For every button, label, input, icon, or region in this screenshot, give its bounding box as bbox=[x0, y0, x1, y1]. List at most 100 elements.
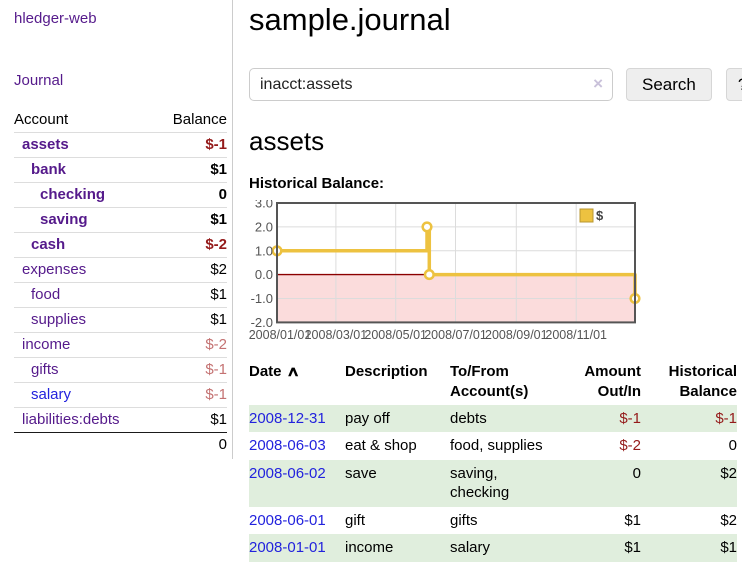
svg-text:2008/01/01: 2008/01/01 bbox=[249, 328, 311, 342]
account-heading: assets bbox=[249, 126, 325, 156]
balance-column-header: Balance bbox=[172, 111, 227, 128]
search-input[interactable] bbox=[249, 68, 613, 101]
transaction-amount: 0 bbox=[577, 459, 641, 507]
transaction-date-link[interactable]: 2008-06-01 bbox=[249, 511, 326, 529]
data-point-marker[interactable] bbox=[421, 221, 433, 233]
transaction-description: save bbox=[345, 459, 450, 507]
account-row-checking: checking 0 bbox=[14, 182, 227, 208]
account-balance: $1 bbox=[154, 407, 227, 433]
svg-text:-1.0: -1.0 bbox=[251, 291, 273, 306]
account-link-salary[interactable]: salary bbox=[31, 386, 72, 403]
account-balance: $-1 bbox=[154, 382, 227, 408]
account-link-saving[interactable]: saving bbox=[40, 211, 88, 228]
accounts-table: Account Balance assets $-1 bank $1 check… bbox=[14, 108, 227, 457]
transaction-date-link[interactable]: 2008-01-01 bbox=[249, 539, 326, 557]
account-balance: $1 bbox=[154, 307, 227, 333]
chart-title: Historical Balance: bbox=[249, 175, 385, 192]
account-link-checking[interactable]: checking bbox=[40, 186, 106, 203]
balance-column-header: Historical Balance bbox=[668, 363, 737, 400]
main-content: sample.journal × Search ? assets Histori… bbox=[233, 0, 742, 562]
sort-ascending-icon: ∧ bbox=[285, 363, 300, 379]
sidebar: hledger-web Journal Account Balance asse… bbox=[0, 0, 233, 459]
transaction-amount: $-2 bbox=[619, 437, 641, 455]
search-button[interactable]: Search bbox=[626, 68, 712, 101]
register-row: 2008-06-01 gift gifts $1 $2 bbox=[249, 507, 737, 535]
legend-swatch bbox=[579, 208, 594, 223]
account-balance: $1 bbox=[154, 157, 227, 183]
description-column-header: Description bbox=[345, 363, 428, 380]
transaction-balance: $1 bbox=[641, 534, 737, 562]
transaction-amount: $-1 bbox=[577, 404, 641, 433]
account-row-gifts: gifts $-1 bbox=[14, 357, 227, 383]
account-row-supplies: supplies $1 bbox=[14, 307, 227, 333]
transaction-amount: $1 bbox=[624, 511, 641, 529]
search-input-wrap: × bbox=[249, 68, 613, 101]
accounts-header-row: Account Balance bbox=[14, 108, 227, 133]
account-balance: $-2 bbox=[154, 332, 227, 358]
transaction-description: income bbox=[345, 534, 450, 562]
chart-border bbox=[276, 202, 636, 324]
account-row-saving: saving $1 bbox=[14, 207, 227, 233]
account-column-header: Account bbox=[14, 111, 69, 128]
transaction-date-link[interactable]: 2008-06-03 bbox=[249, 437, 326, 455]
account-link-cash[interactable]: cash bbox=[31, 236, 66, 253]
svg-text:1.0: 1.0 bbox=[255, 243, 273, 258]
account-balance: $-1 bbox=[154, 357, 227, 383]
account-link-expenses[interactable]: expenses bbox=[22, 261, 87, 278]
register-row: 2008-06-03 eat & shop food, supplies $-2… bbox=[249, 432, 737, 460]
tofrom-column-header: To/From Account(s) bbox=[450, 363, 529, 400]
transaction-balance: $-1 bbox=[641, 404, 737, 433]
transaction-accounts: gifts bbox=[450, 511, 478, 529]
svg-text:2008/05/01: 2008/05/01 bbox=[364, 328, 427, 342]
svg-text:2008/03/01: 2008/03/01 bbox=[305, 328, 368, 342]
register-header-row: Date ∧ Description To/From Account(s) Amou… bbox=[249, 360, 737, 405]
svg-text:2008/11/01: 2008/11/01 bbox=[545, 328, 607, 342]
account-balance: $-2 bbox=[154, 232, 227, 258]
register-row: 2008-01-01 income salary $1 $1 bbox=[249, 534, 737, 562]
chart-legend: $ bbox=[579, 208, 604, 223]
account-link-bank[interactable]: bank bbox=[31, 161, 67, 178]
account-link-assets[interactable]: assets bbox=[22, 136, 69, 153]
search-form: × Search ? bbox=[249, 68, 742, 101]
account-balance: $1 bbox=[154, 207, 227, 233]
transaction-accounts: saving, checking bbox=[450, 459, 577, 507]
svg-text:2008/07/01: 2008/07/01 bbox=[424, 328, 487, 342]
account-row-food: food $1 bbox=[14, 282, 227, 308]
chart-svg: $ 3.0 2.0 1.0 0.0 -1.0 -2.0 2008/01/01 2… bbox=[249, 200, 641, 342]
transaction-accounts: salary bbox=[450, 534, 577, 562]
transaction-date-link[interactable]: 2008-06-02 bbox=[249, 464, 326, 482]
brand-link[interactable]: hledger-web bbox=[14, 10, 97, 27]
svg-text:3.0: 3.0 bbox=[255, 200, 273, 211]
accounts-total-balance: 0 bbox=[154, 432, 227, 457]
svg-text:-2.0: -2.0 bbox=[251, 315, 273, 330]
account-link-gifts[interactable]: gifts bbox=[31, 361, 59, 378]
account-row-expenses: expenses $2 bbox=[14, 257, 227, 283]
register-row: 2008-06-02 save saving, checking 0 $2 bbox=[249, 459, 737, 507]
date-column-header[interactable]: Date ∧ bbox=[249, 363, 300, 380]
data-point-marker[interactable] bbox=[423, 269, 435, 281]
account-link-liabilities-debts[interactable]: liabilities:debts bbox=[22, 411, 120, 428]
amount-column-header: Amount Out/In bbox=[584, 363, 641, 400]
chart-data-points bbox=[271, 221, 641, 305]
transaction-balance: 0 bbox=[728, 437, 737, 455]
x-axis-labels: 2008/01/01 2008/03/01 2008/05/01 2008/07… bbox=[249, 328, 607, 342]
account-row-assets: assets $-1 bbox=[14, 132, 227, 158]
account-row-salary: salary $-1 bbox=[14, 382, 227, 408]
legend-label: $ bbox=[596, 208, 604, 223]
account-row-cash: cash $-2 bbox=[14, 232, 227, 258]
svg-text:0.0: 0.0 bbox=[255, 267, 273, 282]
transaction-date-link[interactable]: 2008-12-31 bbox=[249, 409, 326, 427]
account-row-income: income $-2 bbox=[14, 332, 227, 358]
sidebar-item-journal[interactable]: Journal bbox=[14, 72, 64, 89]
account-link-income[interactable]: income bbox=[22, 336, 71, 353]
transaction-description: pay off bbox=[345, 404, 450, 433]
account-link-food[interactable]: food bbox=[31, 286, 61, 303]
transaction-balance: $2 bbox=[720, 511, 737, 529]
transaction-description: gift bbox=[345, 511, 366, 529]
transaction-balance: $2 bbox=[641, 459, 737, 507]
help-button[interactable]: ? bbox=[725, 68, 742, 101]
account-link-supplies[interactable]: supplies bbox=[31, 311, 87, 328]
clear-search-icon[interactable]: × bbox=[593, 74, 603, 93]
historical-balance-chart: $ 3.0 2.0 1.0 0.0 -1.0 -2.0 2008/01/01 2… bbox=[249, 200, 742, 348]
account-balance: $1 bbox=[154, 282, 227, 308]
